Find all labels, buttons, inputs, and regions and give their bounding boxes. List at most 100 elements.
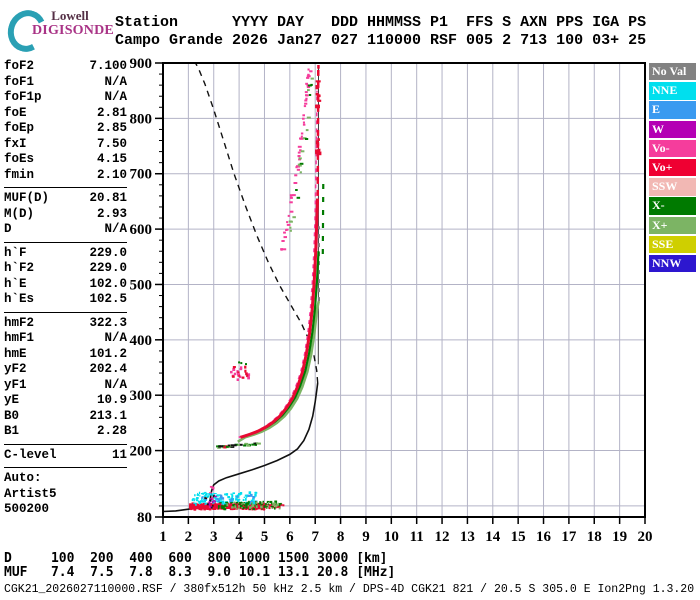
param-row-h-f2: h`F2 229.0 [4,261,127,277]
series-es-black-specks [204,495,215,509]
param-label: MUF(D) [4,191,50,205]
auto-block-500200: 500200 [4,502,127,518]
svg-text:11: 11 [410,529,424,545]
series-es-cyan [191,491,258,506]
param-label: fxI [4,136,27,151]
param-value: 102.5 [89,292,127,306]
series-spread-f-tail-green [288,77,314,232]
param-label: h`F2 [4,261,35,275]
svg-text:14: 14 [485,529,501,545]
svg-text:13: 13 [460,529,475,545]
param-row-fxi: fxI 7.50 [4,137,127,153]
legend-item-nne: NNE [649,82,696,100]
param-label: B1 [4,424,20,438]
param-value: 101.2 [89,346,127,361]
series-es-second-multiple [216,442,261,449]
svg-text:10: 10 [384,529,399,545]
param-label: yF2 [4,362,27,376]
param-value: 229.0 [89,261,127,275]
param-row-fof1: foF1 N/A [4,75,127,91]
svg-text:5: 5 [261,529,269,545]
param-value: 229.0 [89,245,127,260]
panel-separator [4,187,127,188]
param-value: 322.3 [89,315,127,330]
series-spread-f-tail-pink [280,68,313,251]
header-station-values: Campo Grande 2026 Jan27 027 110000 RSF 0… [115,32,647,49]
series-f-trace-o-mode [239,198,319,439]
legend-item-no-val: No Val [649,63,696,81]
param-value: 2.10 [96,167,127,182]
header-column-titles: Station YYYY DAY DDD HHMMSS P1 FFS S AXN… [115,14,647,31]
legend-item-sse: SSE [649,235,696,254]
svg-text:700: 700 [130,167,153,183]
auto-block-text: Auto: [4,471,42,485]
param-row-hmf1: hmF1 N/A [4,331,127,347]
legend-item-x-: X+ [649,216,696,234]
param-label: foEs [4,152,35,166]
param-value: 4.15 [96,152,127,166]
svg-text:800: 800 [130,111,153,127]
param-row-h-es: h`Es 102.5 [4,292,127,308]
svg-text:4: 4 [235,529,243,545]
param-value: N/A [104,331,127,345]
svg-text:900: 900 [130,56,153,72]
param-row-yf1: yF1 N/A [4,378,127,394]
legend-item-nnw: NNW [649,255,696,273]
param-value: 11 [111,447,127,462]
parameter-panel: foF2 7.100 foF1 N/A foF1p N/A foE 2.81 foEp 2.85 f… [4,59,127,518]
series-es-core-red [189,502,267,511]
svg-text:80: 80 [137,510,152,526]
param-label: hmF2 [4,315,35,330]
svg-text:7: 7 [311,529,319,545]
series-f-trace-x-mode-dark-upper [321,179,325,255]
param-label: hmF1 [4,331,35,345]
auto-block-text: Artist5 [4,486,57,501]
param-row-yf2: yF2 202.4 [4,362,127,378]
svg-text:19: 19 [612,529,627,545]
logo-lowell-text: Lowell [51,8,89,23]
param-label: hmE [4,346,27,361]
panel-separator [4,311,127,313]
param-row-muf-d: MUF(D) 20.81 [4,191,127,207]
param-label: foE [4,105,27,120]
param-label: yF1 [4,377,27,392]
param-row-fof1p: foF1p N/A [4,90,127,106]
param-row-c-level: C-level 11 [4,448,127,464]
param-value: 2.85 [96,121,127,135]
svg-text:500: 500 [130,277,153,293]
param-value: 10.9 [96,393,127,407]
legend-item-x-: X- [649,197,696,215]
plot-axes: 1 2 3 4 5 6 7 8 9 10 11 12 13 14 15 16 17 18 19 20900800700… [130,56,653,545]
svg-text:400: 400 [130,333,153,349]
svg-text:6: 6 [286,529,294,545]
legend-item-e: E [649,101,696,119]
svg-text:18: 18 [587,529,602,545]
param-row-hme: hmE 101.2 [4,347,127,363]
distance-muf-table: D 100 200 400 600 800 1000 1500 3000 [km… [4,551,396,580]
svg-text:20: 20 [638,529,653,545]
legend-item-vo-: Vo+ [649,159,696,177]
param-row-h-e: h`E 102.0 [4,277,127,293]
param-row-h-f: h`F 229.0 [4,246,127,262]
param-row-ye: yE 10.9 [4,393,127,409]
param-value: 20.81 [89,191,127,205]
series-f-trace-vo-minus-edge [238,90,318,439]
param-row-foes: foEs 4.15 [4,152,127,168]
lowell-digisonde-logo: Lowell DIGISONDE [2,5,114,57]
auto-block-auto: Auto: [4,471,127,487]
station-header: Station YYYY DAY DDD HHMMSS P1 FFS S AXN… [115,14,646,50]
svg-text:300: 300 [130,388,153,404]
plot-frame [162,62,646,518]
param-label: h`F [4,245,27,260]
legend-item-vo-: Vo- [649,139,696,158]
status-line: CGK21_2026027110000.RSF / 380fx512h 50 k… [4,583,695,596]
svg-text:1: 1 [159,529,167,545]
auto-block-artist5: Artist5 [4,487,127,503]
param-row-b1: B1 2.28 [4,424,127,440]
param-label: foEp [4,121,35,135]
series-asymptote-red-dashes [315,65,322,181]
svg-text:200: 200 [130,444,153,460]
series-detached-cluster-green [238,361,247,366]
param-value: N/A [104,377,127,392]
